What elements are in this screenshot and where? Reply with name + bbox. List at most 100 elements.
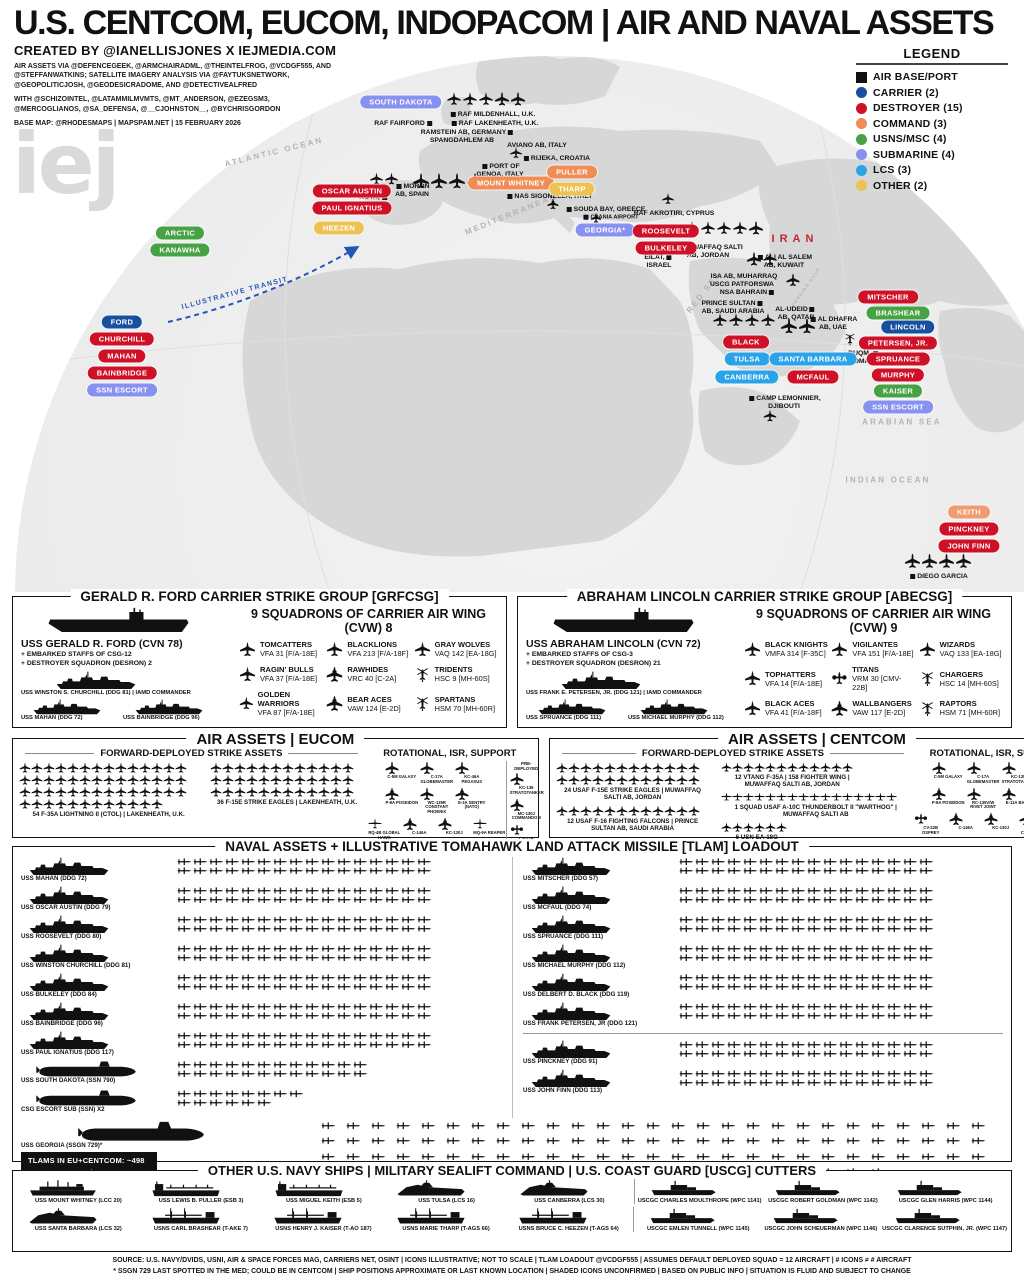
other-ship: USNS BRUCE C. HEEZEN (T-AGS 64): [507, 1207, 630, 1232]
site-line: CHANIA AIRPORT: [581, 215, 639, 222]
missile-icon: [241, 1041, 256, 1049]
map-site-label: NSA BAHRAIN: [720, 289, 776, 297]
missile-icon: [855, 896, 870, 904]
missile-icon: [921, 1137, 936, 1145]
rotational-item-label: MQ-9A REAPER: [473, 830, 506, 836]
naval-ship-name: USS SPRUANCE (DDG 111): [523, 933, 604, 940]
jet-icon: [282, 774, 294, 786]
missile-icon: [946, 1122, 961, 1130]
jet-icon: [258, 786, 270, 798]
missile-icon: [225, 1003, 240, 1011]
missile-icon: [896, 1122, 911, 1130]
base-port-marker: [769, 289, 775, 295]
missile-icon: [209, 1061, 224, 1069]
missile-icon: [337, 925, 352, 933]
missile-icon: [321, 1003, 336, 1011]
tlam-missiles: [177, 1003, 435, 1019]
squadron-text: WIZARDS VAQ 133 [EA-18G]: [940, 640, 1002, 658]
missile-icon: [209, 945, 224, 953]
missile-icon: [193, 1041, 208, 1049]
escort-name: USS MICHAEL MURPHY (DDG 112): [628, 715, 724, 722]
ddg-icon: [21, 973, 117, 993]
naval-ship-row: USS PAUL IGNATIUS (DDG 117): [21, 1031, 512, 1058]
missile-icon: [321, 954, 336, 962]
missile-icon: [646, 1122, 661, 1130]
aircraft-block: 24 USAF F-15E STRIKE EAGLES | MUWAFFAQ S…: [556, 762, 710, 802]
jet-icon: [342, 786, 354, 798]
missile-icon: [775, 954, 790, 962]
jet-icon: [239, 641, 256, 658]
other-ship-name: USS CANBERRA (LCS 30): [534, 1198, 605, 1204]
naval-ship: CSG ESCORT SUB (SSN) X2: [21, 1089, 173, 1113]
missile-icon: [903, 1070, 918, 1078]
missile-icon: [225, 858, 240, 866]
missile-icon: [695, 896, 710, 904]
missile-icon: [177, 1070, 192, 1078]
squadron-text: CHARGERS HSC 14 [MH-60S]: [940, 670, 999, 688]
missile-icon: [711, 916, 726, 924]
map-pill-murphy: MURPHY: [871, 368, 925, 382]
jet-icon: [640, 762, 652, 774]
map-site-label: ISA AB, MUHARRAQ: [711, 273, 778, 281]
transport-icon: [922, 553, 938, 569]
missile-icon: [401, 983, 416, 991]
missile-icon: [791, 1003, 806, 1011]
jet-icon: [246, 762, 258, 774]
missile-icon: [871, 1041, 886, 1049]
missile-icon: [193, 1070, 208, 1078]
missile-icon: [225, 945, 240, 953]
jet-icon: [163, 762, 175, 774]
missile-icon: [919, 983, 934, 991]
missile-icon: [871, 1079, 886, 1087]
tlam-missiles: [679, 1070, 937, 1086]
missile-icon: [273, 1003, 288, 1011]
missile-icon: [321, 983, 336, 991]
missile-icon: [887, 1050, 902, 1058]
missile-icon: [855, 858, 870, 866]
rotational-item-label: KC-46A PEGASUS: [461, 774, 483, 784]
missile-icon: [903, 867, 918, 875]
escort-lead-name: USS WINSTON S. CHURCHILL (DDG 81) | IAMD…: [21, 690, 191, 697]
prop-icon: [510, 798, 524, 812]
missile-icon: [353, 887, 368, 895]
jet-icon: [744, 670, 761, 687]
other-ship: USS LEWIS B. PULLER (ESB 3): [140, 1179, 263, 1204]
prop-icon: [438, 817, 452, 831]
missile-icon: [417, 925, 432, 933]
site-line: RIJEKA, CROATIA: [522, 155, 590, 163]
lcs-icon: [508, 1179, 600, 1198]
squadron-name: BLACK KNIGHTS: [765, 640, 828, 649]
missile-icon: [225, 1070, 240, 1078]
missile-icon: [821, 1122, 836, 1130]
missile-icon: [177, 1012, 192, 1020]
missile-icon: [839, 1003, 854, 1011]
missile-icon: [839, 1079, 854, 1087]
missile-icon: [209, 1070, 224, 1078]
rotational-row: CV-22B OSPREY C-146A KC-130J HC-130J COMBAT…: [914, 812, 1024, 836]
site-line: AB, JORDAN: [686, 252, 730, 259]
missile-icon: [855, 925, 870, 933]
missile-icon: [571, 1153, 586, 1161]
missile-icon: [823, 974, 838, 982]
missile-icon: [807, 1003, 822, 1011]
missile-icon: [385, 925, 400, 933]
squadron-text: BLACK KNIGHTS VMFA 314 [F-35C]: [765, 640, 828, 658]
squadron: RAWHIDES VRC 40 [C-2A]: [326, 665, 410, 683]
jet-icon: [616, 774, 628, 786]
missile-icon: [621, 1153, 636, 1161]
missile-icon: [321, 974, 336, 982]
rotational-item: RC-135V/W RIVET JOINT: [967, 787, 1000, 811]
naval-ship-name: USS JOHN FINN (DDG 113): [523, 1087, 603, 1094]
missile-icon: [743, 1079, 758, 1087]
rotational-row: C-5M GALAXY C-17A GLOBEMASTER KC-135 STRAT…: [914, 761, 1024, 785]
missile-icon: [903, 896, 918, 904]
missile-icon: [823, 858, 838, 866]
naval-ship-row: USS BULKELEY (DDG 84): [21, 973, 512, 1000]
missile-icon: [771, 1122, 786, 1130]
missile-icon: [225, 974, 240, 982]
missile-icon: [919, 974, 934, 982]
rotational-row: C-5M GALAXY C-17A GLOBEMASTER KC-46A PEGAS…: [368, 761, 506, 785]
missile-icon: [305, 1032, 320, 1040]
missile-icon: [887, 983, 902, 991]
a10-icon: [732, 792, 743, 803]
